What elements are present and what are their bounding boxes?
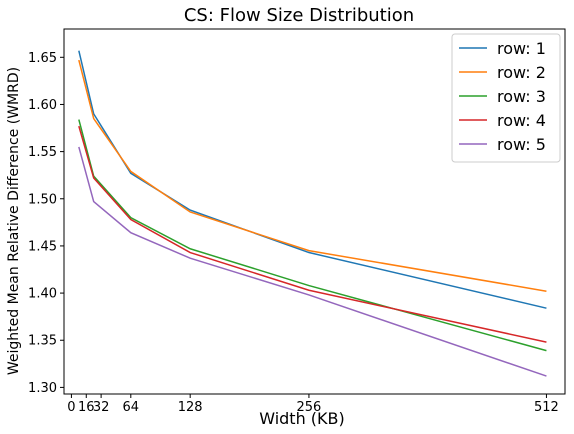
x-tick-label: 32 [93, 400, 110, 415]
legend-label: row: 2 [497, 63, 546, 82]
series-line-row-5 [78, 146, 547, 377]
legend-label: row: 4 [497, 111, 546, 130]
y-tick-label: 1.60 [28, 98, 57, 113]
y-tick-label: 1.50 [28, 192, 57, 207]
chart-title: CS: Flow Size Distribution [184, 5, 414, 26]
series-group [78, 50, 547, 377]
series-line-row-4 [78, 125, 547, 343]
x-tick-label: 16 [78, 400, 95, 415]
y-tick-label: 1.40 [28, 287, 57, 302]
x-tick-label: 256 [297, 400, 322, 415]
y-axis: 1.30 1.35 1.40 1.45 1.50 1.55 1.60 1.65 [28, 51, 64, 396]
x-tick-label: 128 [178, 400, 203, 415]
x-tick-label: 64 [123, 400, 140, 415]
y-tick-label: 1.30 [28, 381, 57, 396]
legend: row: 1 row: 2 row: 3 row: 4 row: 5 [451, 33, 561, 163]
x-tick-label: 512 [534, 400, 559, 415]
series-line-row-2 [78, 59, 547, 292]
legend-label: row: 1 [497, 39, 546, 58]
legend-label: row: 5 [497, 135, 546, 154]
y-tick-label: 1.65 [28, 51, 57, 66]
x-axis-label: Width (KB) [259, 409, 345, 428]
y-tick-label: 1.35 [28, 334, 57, 349]
y-tick-label: 1.55 [28, 145, 57, 160]
y-tick-label: 1.45 [28, 239, 57, 254]
x-tick-label: 0 [67, 400, 75, 415]
y-axis-label: Weighted Mean Relative Difference (WMRD) [6, 67, 22, 375]
legend-box [451, 33, 561, 163]
legend-label: row: 3 [497, 87, 546, 106]
